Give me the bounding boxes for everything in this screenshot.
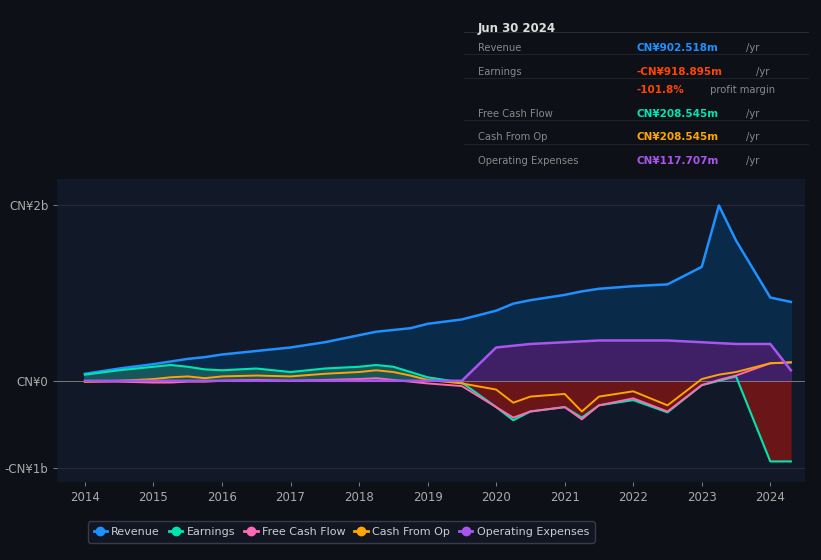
Text: -CN¥918.895m: -CN¥918.895m [636, 67, 722, 77]
Text: profit margin: profit margin [708, 85, 775, 95]
Text: Jun 30 2024: Jun 30 2024 [478, 22, 556, 35]
Text: /yr: /yr [746, 156, 759, 166]
Text: Operating Expenses: Operating Expenses [478, 156, 578, 166]
Text: -101.8%: -101.8% [636, 85, 684, 95]
Text: Earnings: Earnings [478, 67, 521, 77]
Text: CN¥208.545m: CN¥208.545m [636, 133, 718, 142]
Text: /yr: /yr [755, 67, 769, 77]
Text: Free Cash Flow: Free Cash Flow [478, 109, 553, 119]
Text: CN¥208.545m: CN¥208.545m [636, 109, 718, 119]
Legend: Revenue, Earnings, Free Cash Flow, Cash From Op, Operating Expenses: Revenue, Earnings, Free Cash Flow, Cash … [88, 521, 594, 543]
Text: Revenue: Revenue [478, 43, 521, 53]
Text: CN¥117.707m: CN¥117.707m [636, 156, 718, 166]
Text: Cash From Op: Cash From Op [478, 133, 547, 142]
Text: /yr: /yr [746, 43, 759, 53]
Text: CN¥902.518m: CN¥902.518m [636, 43, 718, 53]
Text: /yr: /yr [746, 109, 759, 119]
Text: /yr: /yr [746, 133, 759, 142]
